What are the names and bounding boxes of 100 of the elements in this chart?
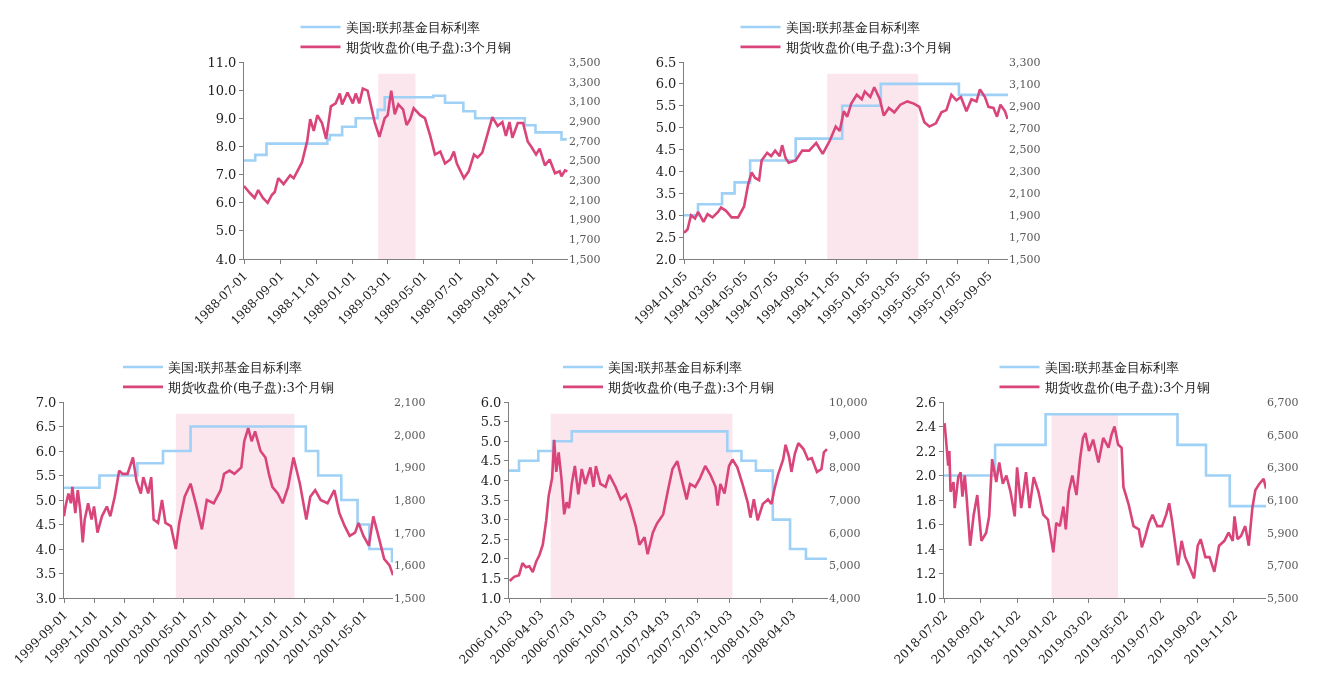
y-tick-label: 6.0 bbox=[480, 394, 502, 410]
y-tick-label: 3.5 bbox=[35, 566, 57, 582]
y-tick-label: 2.0 bbox=[480, 551, 502, 567]
y2-tick-label: 6,700 bbox=[1267, 395, 1299, 409]
y-tick-label: 2.2 bbox=[915, 443, 937, 459]
y2-tick-label: 5,700 bbox=[1267, 559, 1299, 573]
y-tick-label: 1.2 bbox=[915, 566, 937, 582]
y-tick-label: 5.5 bbox=[480, 414, 502, 430]
y2-tick-label: 2,100 bbox=[394, 395, 426, 409]
y-tick-label: 3.0 bbox=[655, 207, 677, 223]
y-tick-label: 2.5 bbox=[480, 531, 502, 547]
y2-tick-label: 2,900 bbox=[1009, 99, 1041, 113]
y2-tick-label: 5,500 bbox=[1267, 591, 1299, 605]
y-tick-label: 5.0 bbox=[480, 433, 502, 449]
y2-tick-label: 1,600 bbox=[394, 559, 426, 573]
y2-tick-label: 3,100 bbox=[1009, 77, 1041, 91]
y-tick-label: 7.0 bbox=[215, 167, 237, 183]
y2-tick-label: 3,300 bbox=[569, 75, 601, 89]
y2-tick-label: 2,700 bbox=[569, 134, 601, 148]
y-tick-label: 2.0 bbox=[915, 468, 937, 484]
y2-tick-label: 3,500 bbox=[569, 55, 601, 69]
legend-label: 期货收盘价(电子盘):3个月铜 bbox=[345, 39, 512, 55]
y2-tick-label: 2,000 bbox=[394, 428, 426, 442]
y-tick-label: 3.0 bbox=[480, 512, 502, 528]
y2-tick-label: 1,800 bbox=[394, 493, 426, 507]
y2-tick-label: 2,900 bbox=[569, 114, 601, 128]
y2-tick-label: 1,900 bbox=[1009, 209, 1041, 223]
y-tick-label: 2.4 bbox=[915, 419, 937, 435]
y-tick-label: 5.0 bbox=[215, 223, 237, 239]
line-series bbox=[509, 438, 828, 583]
y2-tick-label: 3,100 bbox=[569, 95, 601, 109]
legend-label: 美国:联邦基金目标利率 bbox=[785, 20, 920, 36]
y-tick-label: 2.0 bbox=[655, 251, 677, 267]
y2-tick-label: 8,000 bbox=[829, 461, 861, 475]
y-tick-label: 4.0 bbox=[655, 163, 677, 179]
y2-tick-label: 1,500 bbox=[1009, 252, 1041, 266]
legend-label: 美国:联邦基金目标利率 bbox=[608, 360, 743, 376]
y-tick-label: 4.0 bbox=[215, 251, 237, 267]
y2-tick-label: 6,000 bbox=[829, 526, 861, 540]
y2-tick-label: 1,900 bbox=[394, 461, 426, 475]
y2-tick-label: 7,000 bbox=[829, 493, 861, 507]
y2-tick-label: 4,000 bbox=[829, 591, 861, 605]
y2-tick-label: 1,500 bbox=[394, 591, 426, 605]
y2-tick-label: 2,700 bbox=[1009, 121, 1041, 135]
y2-tick-label: 2,300 bbox=[1009, 165, 1041, 179]
y2-tick-label: 10,000 bbox=[829, 395, 868, 409]
legend-label: 期货收盘价(电子盘):3个月铜 bbox=[608, 379, 774, 395]
y-tick-label: 6.5 bbox=[655, 54, 677, 70]
y2-tick-label: 6,500 bbox=[1267, 428, 1299, 442]
y2-tick-label: 1,700 bbox=[394, 526, 426, 540]
y-tick-label: 5.5 bbox=[655, 98, 677, 114]
legend-label: 美国:联邦基金目标利率 bbox=[345, 20, 480, 36]
legend-label: 期货收盘价(电子盘):3个月铜 bbox=[1044, 379, 1211, 395]
y-tick-label: 1.8 bbox=[915, 492, 937, 508]
y-tick-label: 4.5 bbox=[480, 453, 502, 469]
legend-label: 美国:联邦基金目标利率 bbox=[1044, 360, 1179, 376]
y2-tick-label: 2,300 bbox=[569, 174, 601, 188]
y-tick-label: 6.0 bbox=[655, 76, 677, 92]
y2-tick-label: 5,000 bbox=[829, 559, 861, 573]
y2-tick-label: 2,100 bbox=[1009, 187, 1041, 201]
y2-tick-label: 1,500 bbox=[569, 252, 601, 266]
y-tick-label: 2.5 bbox=[655, 229, 677, 245]
y2-tick-label: 1,700 bbox=[569, 233, 601, 247]
y-tick-label: 3.5 bbox=[655, 185, 677, 201]
y2-tick-label: 2,500 bbox=[569, 154, 601, 168]
y2-tick-label: 1,900 bbox=[569, 213, 601, 227]
y-tick-label: 6.5 bbox=[35, 419, 57, 435]
y2-tick-label: 9,000 bbox=[829, 428, 861, 442]
y-tick-label: 5.0 bbox=[35, 492, 57, 508]
y-tick-label: 1.5 bbox=[480, 570, 502, 586]
y-tick-label: 1.0 bbox=[480, 590, 502, 606]
y-tick-label: 6.0 bbox=[35, 443, 57, 459]
y-tick-label: 4.0 bbox=[480, 472, 502, 488]
line-series bbox=[244, 87, 568, 205]
line-series bbox=[944, 421, 1266, 580]
y-tick-label: 5.0 bbox=[655, 120, 677, 136]
y-tick-label: 8.0 bbox=[215, 138, 237, 154]
y-tick-label: 1.0 bbox=[915, 590, 937, 606]
y-tick-label: 4.5 bbox=[35, 517, 57, 533]
y-tick-label: 5.5 bbox=[35, 468, 57, 484]
y2-tick-label: 3,300 bbox=[1009, 55, 1041, 69]
y2-tick-label: 2,500 bbox=[1009, 143, 1041, 157]
y-tick-label: 3.5 bbox=[480, 492, 502, 508]
y2-tick-label: 1,700 bbox=[1009, 230, 1041, 244]
y-tick-label: 3.0 bbox=[35, 590, 57, 606]
legend-label: 期货收盘价(电子盘):3个月铜 bbox=[168, 379, 334, 395]
y-tick-label: 10.0 bbox=[207, 82, 237, 98]
y-tick-label: 7.0 bbox=[35, 394, 57, 410]
y2-tick-label: 6,100 bbox=[1267, 493, 1299, 507]
y2-tick-label: 2,100 bbox=[569, 193, 601, 207]
y2-tick-label: 6,300 bbox=[1267, 461, 1299, 475]
y-tick-label: 11.0 bbox=[207, 54, 237, 70]
y-tick-label: 4.5 bbox=[655, 142, 677, 158]
y-tick-label: 6.0 bbox=[215, 195, 237, 211]
legend-label: 期货收盘价(电子盘):3个月铜 bbox=[785, 39, 952, 55]
legend-label: 美国:联邦基金目标利率 bbox=[168, 360, 303, 376]
y-tick-label: 2.6 bbox=[915, 394, 937, 410]
y-tick-label: 1.4 bbox=[915, 541, 937, 557]
y-tick-label: 4.0 bbox=[35, 541, 57, 557]
y-tick-label: 1.6 bbox=[915, 517, 937, 533]
